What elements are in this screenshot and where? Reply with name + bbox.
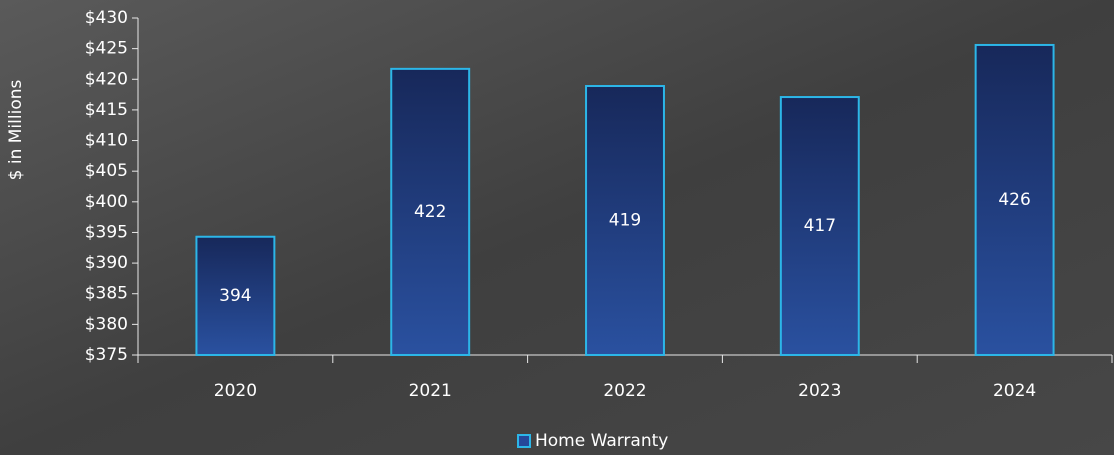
bar	[585, 85, 665, 356]
data-label: 426	[998, 190, 1030, 210]
y-tick-label: $390	[85, 253, 128, 273]
y-tick-label: $405	[85, 161, 128, 181]
legend-swatch	[517, 434, 531, 448]
legend-label: Home Warranty	[535, 431, 668, 451]
y-tick-label: $395	[85, 222, 128, 242]
bar	[779, 96, 860, 357]
x-tick-label: 2020	[214, 381, 257, 401]
y-tick-label: $410	[85, 131, 128, 151]
x-tick-label: 2022	[603, 381, 646, 401]
bar	[974, 43, 1055, 357]
data-label: 417	[804, 216, 836, 236]
bar	[195, 235, 276, 356]
y-tick-label: $400	[85, 192, 128, 212]
data-label: 419	[609, 211, 641, 231]
y-tick-label: $425	[85, 39, 128, 59]
x-tick-label: 2021	[409, 381, 452, 401]
y-tick-label: $420	[85, 69, 128, 89]
x-tick-label: 2023	[798, 381, 841, 401]
y-tick-label: $385	[85, 284, 128, 304]
data-label: 394	[219, 286, 251, 306]
y-tick-label: $375	[85, 345, 128, 365]
x-tick-label: 2024	[993, 381, 1036, 401]
y-tick-label: $380	[85, 314, 128, 334]
y-axis-label: $ in Millions	[6, 80, 26, 181]
data-label: 422	[414, 202, 446, 222]
bar	[390, 67, 471, 357]
y-tick-label: $430	[85, 8, 128, 28]
y-tick-label: $415	[85, 100, 128, 120]
